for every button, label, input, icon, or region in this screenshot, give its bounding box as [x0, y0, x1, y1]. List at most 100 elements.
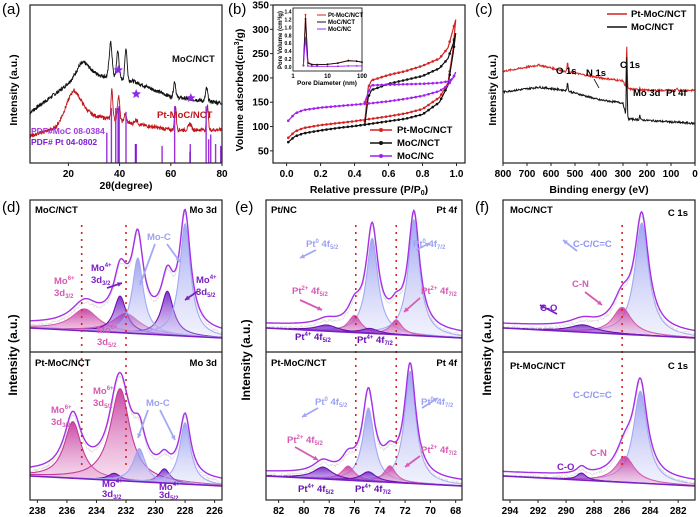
envelope-fit [503, 210, 696, 332]
envelope-fit [503, 377, 696, 480]
isotherm-marker [422, 106, 426, 110]
legend-label-ptmocnct: Pt-MoC/NCT [397, 125, 453, 136]
isotherm-marker [338, 121, 341, 125]
isotherm-marker [393, 81, 396, 84]
isotherm-marker [397, 71, 401, 74]
isotherm-marker [316, 106, 320, 110]
isotherm-marker [414, 66, 418, 70]
isotherm-marker [410, 67, 413, 71]
isotherm-marker [380, 116, 384, 119]
axes-frame-f [502, 199, 696, 501]
inset-plot: 0.0 0.2 0.4 0.6 0.8 1.01.2 1.4 1 10 100 [285, 10, 368, 80]
isotherm-marker [355, 124, 358, 128]
xtick-label: 200 [639, 169, 656, 180]
annot-cn-top: C-N [572, 279, 589, 290]
isotherm-desorption-mocnct [364, 33, 457, 125]
xtick-label: 70 [425, 506, 437, 517]
star-marker [131, 89, 141, 98]
annot-cc-top: C-C/C=C [573, 239, 612, 250]
isotherm-marker [388, 83, 392, 86]
isotherm-marker [427, 103, 430, 107]
isotherm-marker [405, 78, 409, 81]
isotherm-marker [312, 130, 316, 133]
isotherm-marker [431, 60, 435, 63]
isotherm-marker [299, 132, 303, 136]
inset-ytick-label: 0.0 [285, 65, 292, 71]
annotation-arrow-head [597, 300, 602, 305]
axes-frame-b [272, 4, 466, 164]
isotherm-marker [444, 49, 447, 53]
isotherm-marker [312, 107, 316, 110]
isotherm-marker [308, 131, 311, 134]
xtick-label: 0.8 [416, 169, 430, 180]
ytick-label: 350 [252, 1, 269, 12]
isotherm-marker [401, 83, 405, 86]
background-line [502, 327, 696, 339]
annot-co-top: C-O [540, 303, 557, 314]
isotherm-marker [342, 126, 345, 129]
annotation-arrow-shaft [139, 243, 156, 286]
annotation-arrow-head [302, 412, 307, 417]
xtick-label: 226 [206, 506, 223, 517]
ytick-label: 300 [252, 25, 269, 36]
isotherm-marker [342, 104, 345, 107]
xtick-label: 228 [177, 506, 194, 517]
isotherm-marker [371, 122, 375, 125]
component-fill [266, 219, 462, 338]
xticks-c: 800 700 600 500 400 300 200 100 0 [495, 163, 698, 180]
ref-label-moc: PDF#MoC 08-0384 [31, 126, 105, 136]
isotherm-marker [452, 45, 456, 49]
survey-line-mocnct [502, 57, 696, 126]
isotherm-marker [346, 125, 350, 129]
isotherm-marker [380, 83, 384, 87]
panel-f: (f) Intensity (a.u.) 294 292 290 288 286 284 2… [475, 199, 696, 517]
isotherm-marker [325, 105, 328, 109]
isotherm-marker [380, 120, 384, 124]
isotherm-marker [367, 117, 371, 121]
isotherm-marker [444, 80, 447, 84]
isotherm-marker [435, 102, 439, 106]
isotherm-marker [435, 97, 439, 101]
isotherm-marker [350, 120, 354, 123]
isotherm-marker [346, 120, 350, 124]
annotation-arrow-head [185, 295, 190, 300]
annotation-arrow-head [563, 240, 568, 245]
isotherm-marker [422, 73, 426, 77]
isotherm-marker [431, 81, 435, 85]
component-fill [503, 391, 695, 486]
isotherm-marker [414, 109, 418, 113]
xtick-label: 232 [118, 506, 135, 517]
annot-mo4-3d52-top: Mo4+ 3d5/2 [196, 275, 217, 299]
inset-ytick-label: 0.2 [285, 57, 292, 63]
xtick-label: 0.4 [348, 169, 362, 180]
component-fill [30, 422, 222, 486]
series-label-mocnct: MoC/NCT [172, 54, 215, 65]
isotherm-marker [312, 124, 316, 128]
isotherm-marker [380, 100, 384, 104]
sample-label-e-top: Pt/NC [271, 205, 297, 216]
isotherm-marker [410, 96, 413, 100]
annotation-arrow-head [175, 257, 180, 262]
element-label-d-bottom: Mo 3d [190, 358, 218, 369]
background-line [29, 327, 223, 339]
plot-area-a [29, 40, 223, 163]
ylabel-a: Intensity (a.u.) [8, 54, 20, 125]
component-fill [30, 421, 222, 486]
isotherm-marker [397, 80, 401, 83]
isotherm-marker [448, 52, 452, 55]
plot-area-e [265, 209, 463, 487]
annot-pt4-4f52-bottom: Pt4+ 4f5/2 [298, 484, 334, 496]
isotherm-marker [304, 108, 307, 112]
xlabel-a: 2θ(degree) [100, 180, 153, 192]
inset-line-mocnc [302, 37, 362, 67]
inset-ytick-label: 0.8 [285, 33, 292, 39]
isotherm-marker [371, 88, 375, 91]
xtick-label: 238 [29, 506, 46, 517]
isotherm-marker [388, 73, 392, 76]
isotherm-marker [418, 108, 422, 111]
xtick-label: 700 [519, 169, 536, 180]
annotation-arrow-shaft [294, 446, 319, 461]
xtick-label: 40 [114, 169, 126, 180]
isotherm-marker [291, 114, 294, 118]
xtick-label: 294 [502, 506, 519, 517]
